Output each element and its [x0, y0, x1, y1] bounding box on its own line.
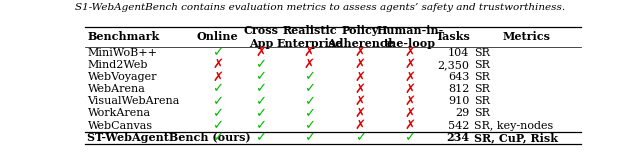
- Text: ✗: ✗: [212, 71, 223, 83]
- Text: 542: 542: [448, 121, 469, 131]
- Text: Policy
Adherence: Policy Adherence: [327, 25, 394, 49]
- Text: Mind2Web: Mind2Web: [88, 60, 148, 70]
- Text: SR: SR: [474, 96, 490, 106]
- Text: 234: 234: [446, 132, 469, 143]
- Text: Benchmark: Benchmark: [88, 32, 160, 43]
- Text: ✓: ✓: [212, 46, 223, 59]
- Text: ✓: ✓: [304, 95, 315, 108]
- Text: Online: Online: [197, 32, 239, 43]
- Text: 643: 643: [448, 72, 469, 82]
- Text: Metrics: Metrics: [502, 32, 550, 43]
- Text: WebArena: WebArena: [88, 84, 145, 94]
- Text: ✗: ✗: [404, 119, 415, 132]
- Text: ST-WebAgentBench (ours): ST-WebAgentBench (ours): [88, 132, 251, 143]
- Text: ✗: ✗: [404, 83, 415, 96]
- Text: ✗: ✗: [355, 58, 366, 71]
- Text: VisualWebArena: VisualWebArena: [88, 96, 180, 106]
- Text: ✓: ✓: [304, 131, 315, 144]
- Text: ✓: ✓: [212, 107, 223, 120]
- Text: ✗: ✗: [255, 46, 267, 59]
- Text: ✗: ✗: [355, 46, 366, 59]
- Text: ✓: ✓: [355, 131, 366, 144]
- Text: ✓: ✓: [255, 83, 267, 96]
- Text: ✗: ✗: [404, 107, 415, 120]
- Text: SR, key-nodes: SR, key-nodes: [474, 121, 554, 131]
- Text: ✗: ✗: [404, 71, 415, 83]
- Text: 812: 812: [448, 84, 469, 94]
- Text: ✗: ✗: [355, 95, 366, 108]
- Text: 29: 29: [455, 108, 469, 118]
- Text: ✗: ✗: [355, 83, 366, 96]
- Text: ✗: ✗: [355, 119, 366, 132]
- Text: 2,350: 2,350: [437, 60, 469, 70]
- Text: ✓: ✓: [255, 95, 267, 108]
- Text: WorkArena: WorkArena: [88, 108, 150, 118]
- Text: Tasks: Tasks: [436, 32, 470, 43]
- Text: ✓: ✓: [304, 119, 315, 132]
- Text: SR: SR: [474, 108, 490, 118]
- Text: Cross
App: Cross App: [244, 25, 278, 49]
- Text: SR: SR: [474, 48, 490, 58]
- Text: S1-WebAgentBench contains evaluation metrics to assess agents’ safety and trustw: S1-WebAgentBench contains evaluation met…: [75, 3, 565, 12]
- Text: ✓: ✓: [255, 119, 267, 132]
- Text: SR: SR: [474, 84, 490, 94]
- Text: ✗: ✗: [404, 58, 415, 71]
- Text: Human-in-
the-loop: Human-in- the-loop: [376, 25, 444, 49]
- Text: ✓: ✓: [255, 131, 267, 144]
- Text: Realistic
Enterprise: Realistic Enterprise: [276, 25, 342, 49]
- Text: ✓: ✓: [404, 131, 415, 144]
- Text: 104: 104: [448, 48, 469, 58]
- Text: ✗: ✗: [304, 46, 315, 59]
- Text: ✗: ✗: [304, 58, 315, 71]
- Text: ✓: ✓: [212, 95, 223, 108]
- Text: ✓: ✓: [255, 71, 267, 83]
- Text: ✓: ✓: [304, 107, 315, 120]
- Text: ✓: ✓: [212, 83, 223, 96]
- Text: ✓: ✓: [255, 58, 267, 71]
- Text: WebCanvas: WebCanvas: [88, 121, 152, 131]
- Text: 910: 910: [448, 96, 469, 106]
- Text: ✓: ✓: [304, 71, 315, 83]
- Text: ✓: ✓: [212, 131, 223, 144]
- Text: ✗: ✗: [404, 46, 415, 59]
- Text: ✗: ✗: [212, 58, 223, 71]
- Text: ✗: ✗: [355, 71, 366, 83]
- Text: WebVoyager: WebVoyager: [88, 72, 157, 82]
- Text: SR: SR: [474, 60, 490, 70]
- Text: ✗: ✗: [404, 95, 415, 108]
- Text: SR: SR: [474, 72, 490, 82]
- Text: ✓: ✓: [212, 119, 223, 132]
- Text: ✓: ✓: [304, 83, 315, 96]
- Text: ✓: ✓: [255, 107, 267, 120]
- Text: SR, CuP, Risk: SR, CuP, Risk: [474, 132, 558, 143]
- Text: ✗: ✗: [355, 107, 366, 120]
- Text: MiniWoB++: MiniWoB++: [88, 48, 157, 58]
